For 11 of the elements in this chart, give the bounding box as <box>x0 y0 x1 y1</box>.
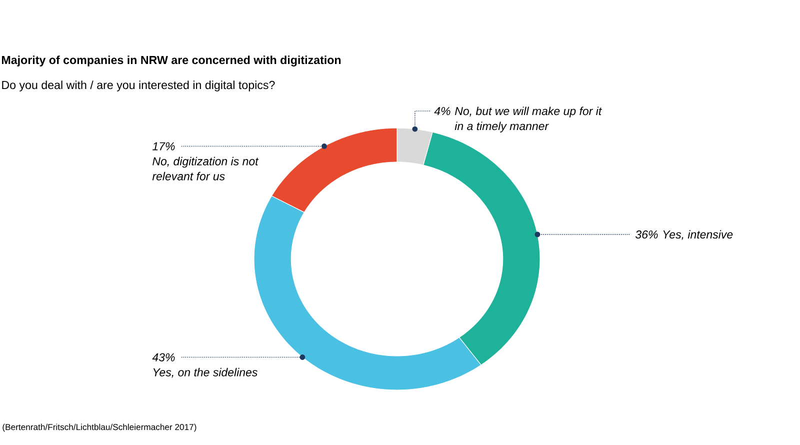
slice-label: Yes, intensive <box>663 230 733 240</box>
text: (Bertenrath/Fritsch/Lichtblau/Schleiermacher 2017) <box>2 424 196 432</box>
chart-title: Majority of companies in NRW are concerned with digitization <box>2 56 341 66</box>
data-label: 43% <box>152 353 175 362</box>
slice-label: No, but we will make up for it in a timely manner <box>454 106 602 132</box>
slice-label: No, digitization is not relevant for us <box>152 156 259 180</box>
data-label: 36% <box>635 230 658 239</box>
data-label: 17% <box>152 142 175 150</box>
slice-label: Yes, on the sidelines <box>153 368 258 378</box>
chart-subtitle: Do you deal with / are you interested in digital topics? <box>2 80 275 92</box>
data-label: 4% <box>434 107 450 116</box>
